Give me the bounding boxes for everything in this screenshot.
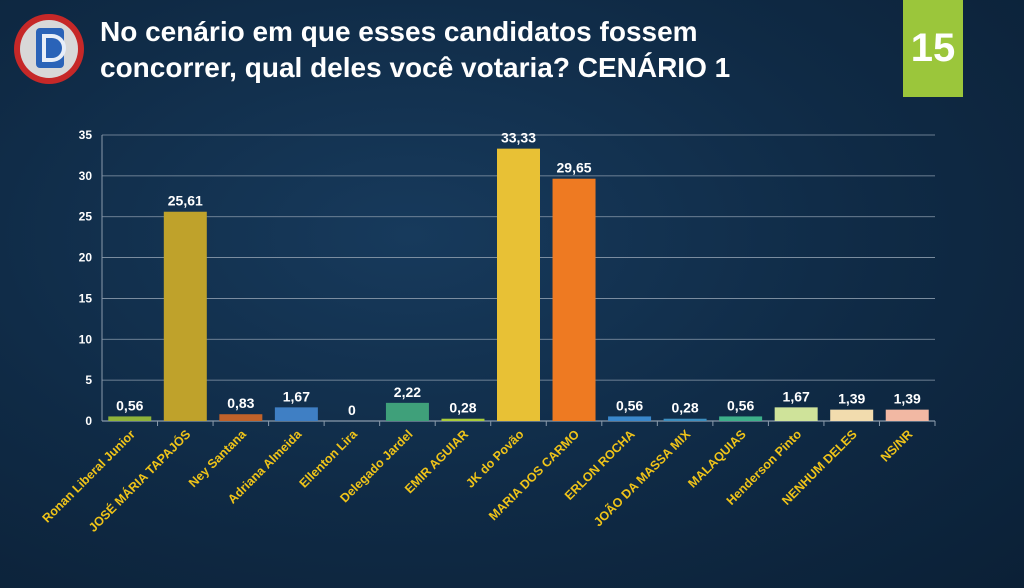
page-number-badge: 15 [903, 0, 963, 97]
category-label: MARIA DOS CARMO [486, 427, 582, 523]
data-label: 1,67 [283, 388, 310, 404]
bar [885, 409, 929, 421]
data-label: 0 [348, 402, 356, 418]
data-label: 0,56 [727, 397, 754, 413]
page-title: No cenário em que esses candidatos fosse… [100, 14, 890, 86]
bar [163, 211, 207, 421]
y-tick-label: 5 [85, 373, 92, 387]
bar [219, 414, 263, 421]
category-label: Ronan Liberal Junior [40, 427, 138, 525]
data-label: 0,56 [116, 397, 143, 413]
category-label: NS/NR [878, 427, 915, 464]
data-label: 25,61 [168, 193, 203, 209]
data-label: 0,28 [449, 400, 476, 416]
y-tick-label: 25 [79, 210, 93, 224]
category-label: JOÃO DA MASSA MIX [590, 426, 693, 529]
bar [552, 178, 596, 421]
data-label: 1,67 [783, 388, 810, 404]
data-label: 0,56 [616, 397, 643, 413]
bar [608, 416, 652, 421]
data-label: 0,28 [671, 400, 698, 416]
data-label: 1,39 [838, 391, 865, 407]
bar [663, 418, 707, 421]
data-label: 0,83 [227, 395, 254, 411]
y-tick-label: 30 [79, 169, 93, 183]
bar [385, 402, 429, 421]
bar [108, 416, 152, 421]
y-tick-label: 10 [79, 332, 93, 346]
title-line-1: No cenário em que esses candidatos fosse… [100, 16, 698, 47]
bar [719, 416, 763, 421]
bar [274, 407, 318, 421]
y-tick-label: 20 [79, 251, 93, 265]
bar [774, 407, 818, 421]
y-tick-label: 0 [85, 414, 92, 428]
y-tick-label: 35 [79, 128, 93, 142]
logo-icon [14, 14, 84, 84]
bar [441, 418, 485, 421]
y-tick-label: 15 [79, 291, 93, 305]
bar [830, 409, 874, 421]
data-label: 33,33 [501, 130, 536, 146]
data-label: 1,39 [894, 391, 921, 407]
data-label: 2,22 [394, 384, 421, 400]
data-label: 29,65 [557, 160, 592, 176]
title-line-2: concorrer, qual deles você votaria? CENÁ… [100, 52, 731, 83]
bar [497, 148, 540, 421]
category-label: JOSÉ MÁRIA TAPAJÓS [85, 427, 193, 535]
